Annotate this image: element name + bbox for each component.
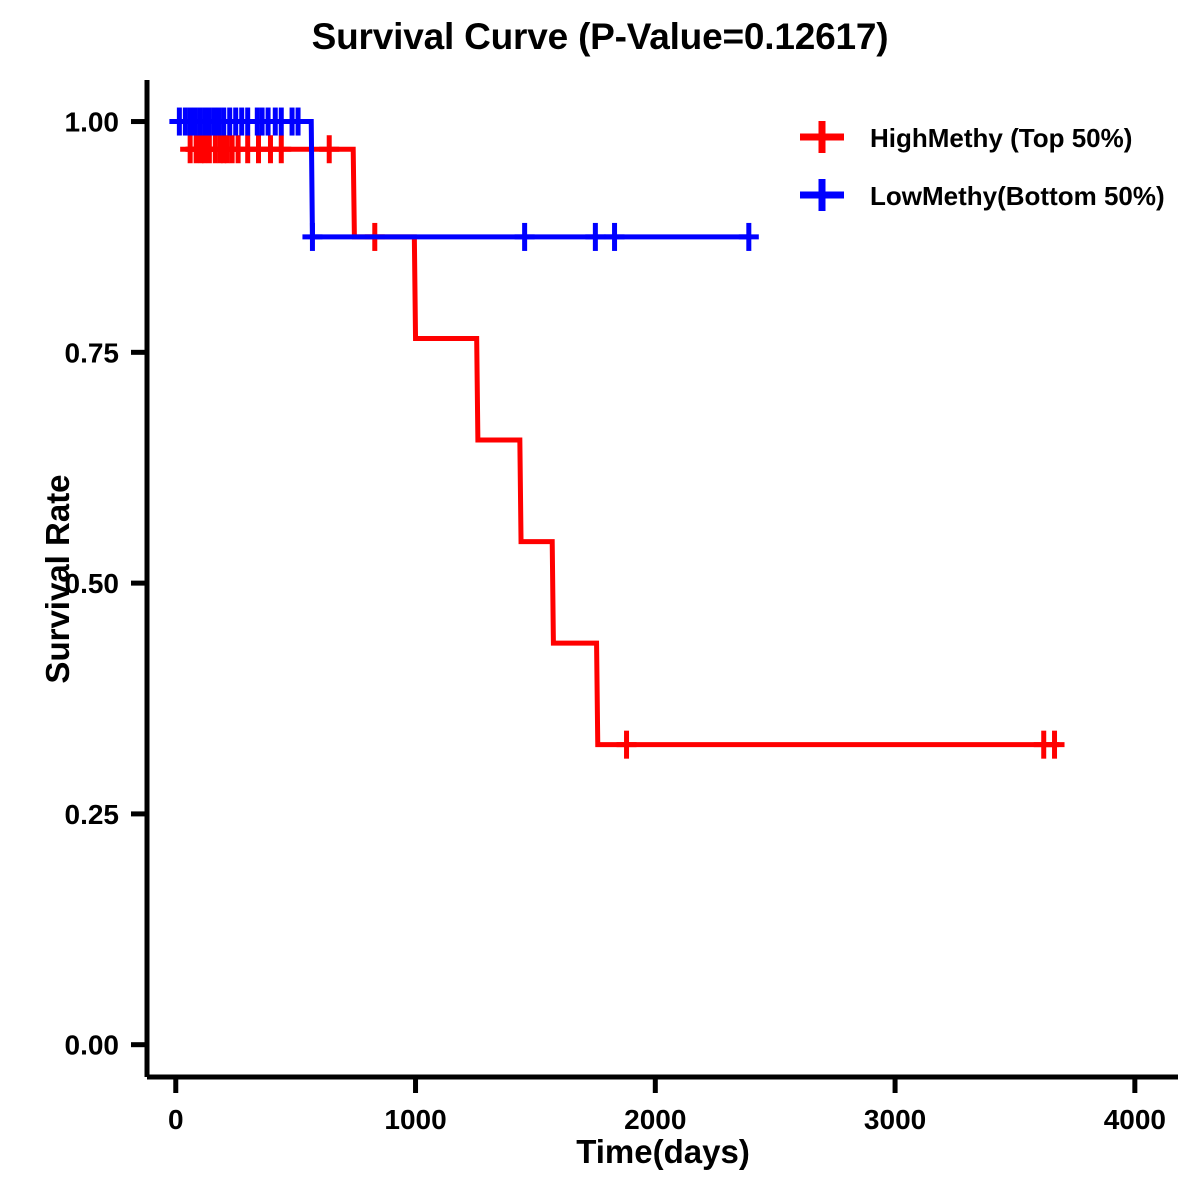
censor-mark [585, 222, 606, 251]
x-tick-label: 3000 [864, 1104, 926, 1135]
x-axis-label: Time(days) [576, 1133, 750, 1170]
x-tick-label: 0 [168, 1104, 184, 1135]
y-axis-ticks: 0.00 0.25 0.50 0.75 1.00 [65, 107, 147, 1061]
y-tick-label: 0.50 [65, 568, 120, 599]
x-tick-label: 4000 [1104, 1104, 1166, 1135]
legend-item[interactable]: LowMethy(Bottom 50%) [800, 179, 1165, 211]
series-lowmethy-bottom-50- [169, 107, 759, 251]
x-tick-label: 1000 [384, 1104, 446, 1135]
data-series [169, 107, 1065, 759]
censor-mark [514, 222, 535, 251]
y-tick-label: 0.25 [65, 799, 120, 830]
legend-item[interactable]: HighMethy (Top 50%) [800, 121, 1132, 153]
censor-mark [616, 730, 637, 759]
y-tick-label: 0.00 [65, 1030, 120, 1061]
chart-legend: HighMethy (Top 50%) LowMethy(Bottom 50%) [800, 121, 1165, 211]
censor-mark [738, 222, 759, 251]
censor-mark [319, 135, 340, 164]
axes [144, 80, 1178, 1080]
censor-mark [604, 222, 625, 251]
censor-mark [288, 107, 309, 136]
legend-label: HighMethy (Top 50%) [870, 123, 1132, 153]
step-line [175, 119, 752, 240]
page-title: Survival Curve (P-Value=0.12617) [311, 16, 889, 57]
legend-plus-icon [800, 121, 844, 153]
y-tick-label: 1.00 [65, 107, 120, 138]
x-axis-ticks: 0 1000 2000 3000 4000 [168, 1077, 1166, 1135]
censor-mark [1044, 730, 1065, 759]
legend-label: LowMethy(Bottom 50%) [870, 181, 1165, 211]
censor-mark [271, 135, 292, 164]
censor-mark [302, 222, 323, 251]
y-tick-label: 0.75 [65, 337, 120, 368]
legend-plus-icon [800, 179, 844, 211]
x-tick-label: 2000 [624, 1104, 686, 1135]
